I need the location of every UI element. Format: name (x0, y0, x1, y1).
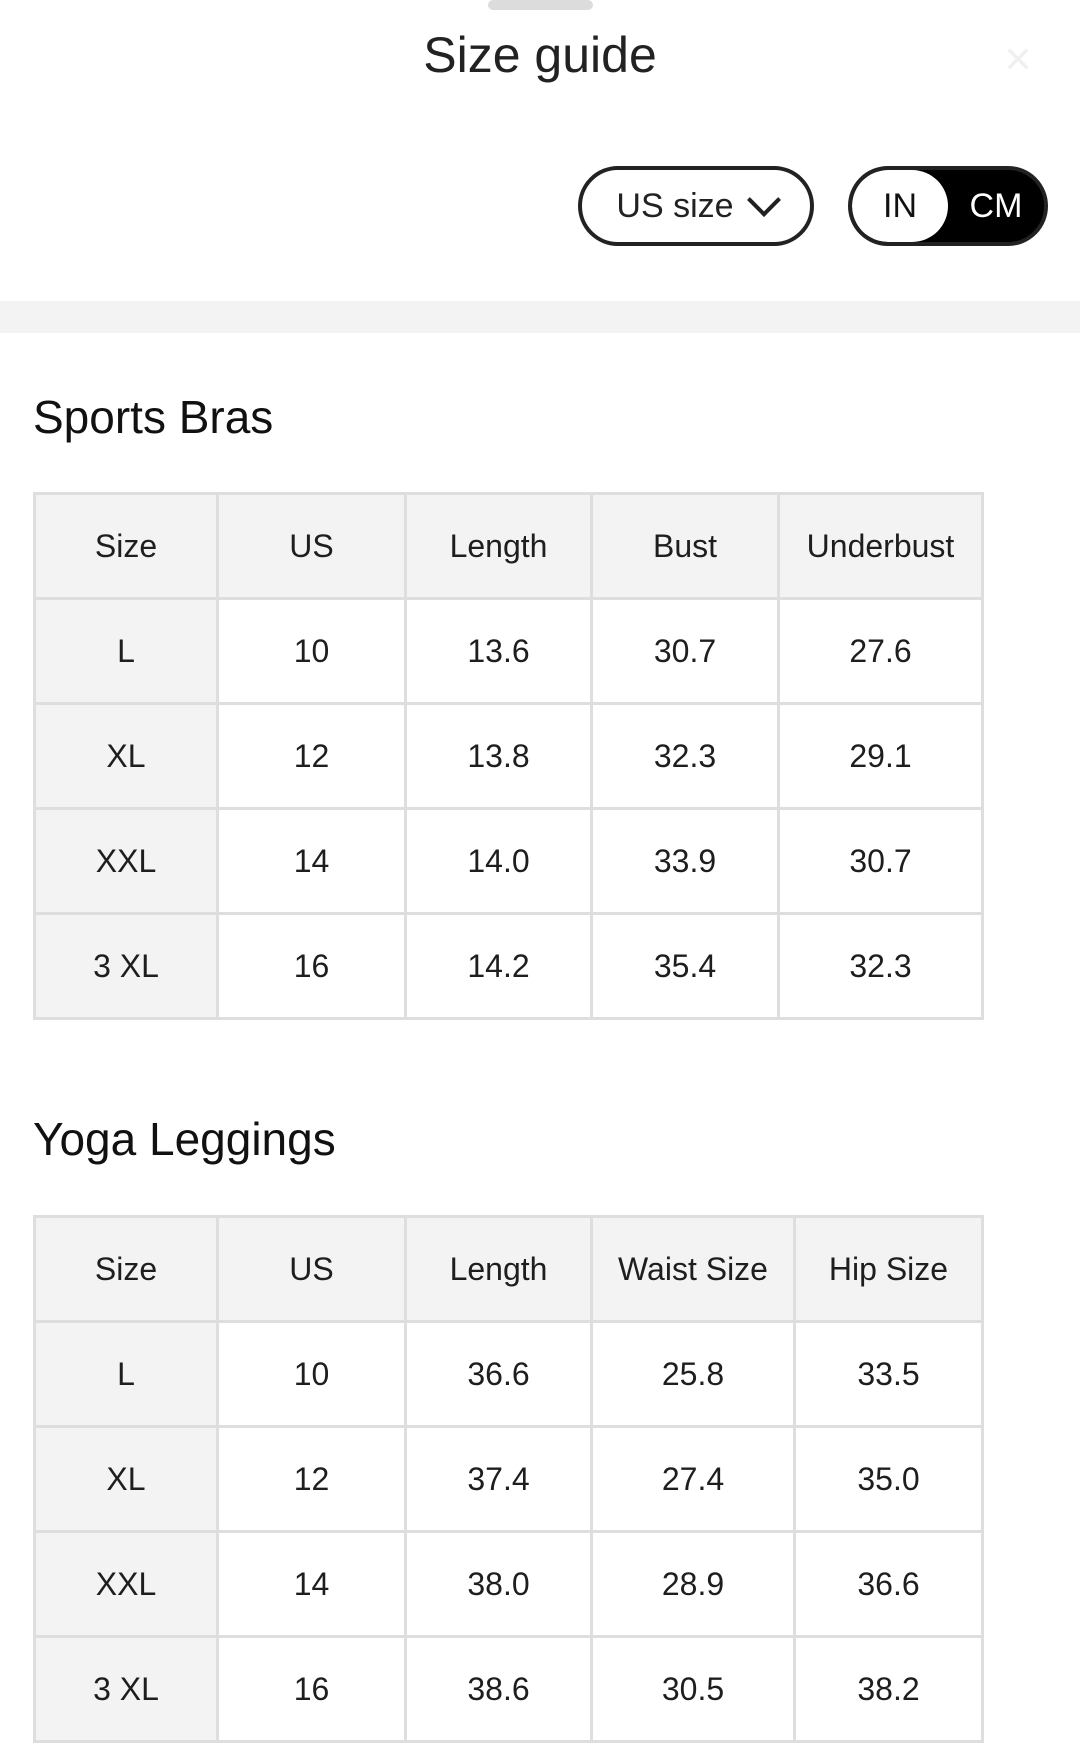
table-cell: 16 (216, 912, 407, 1020)
table-header-row: Size US Length Bust Underbust (33, 492, 984, 600)
table-cell: 13.8 (404, 702, 593, 810)
table-cell: 33.9 (590, 807, 780, 915)
table-row: L 10 13.6 30.7 27.6 (33, 597, 984, 705)
table-cell: 30.7 (777, 807, 984, 915)
table-cell: 3 XL (33, 1635, 219, 1743)
table-cell: 35.4 (590, 912, 780, 1020)
table-row: L 10 36.6 25.8 33.5 (33, 1320, 984, 1428)
table-cell: 12 (216, 1425, 407, 1533)
table-cell: 36.6 (793, 1530, 984, 1638)
table-cell: 27.6 (777, 597, 984, 705)
drag-handle[interactable] (488, 0, 593, 10)
section-title-sports-bras: Sports Bras (33, 391, 274, 443)
unit-option-cm[interactable]: CM (969, 186, 1023, 225)
size-system-label: US size (616, 186, 734, 225)
table-cell: 29.1 (777, 702, 984, 810)
table-cell: 16 (216, 1635, 407, 1743)
table-row: XL 12 13.8 32.3 29.1 (33, 702, 984, 810)
close-icon[interactable]: ✕ (1002, 39, 1034, 80)
table-row: 3 XL 16 14.2 35.4 32.3 (33, 912, 984, 1020)
table-cell: XL (33, 1425, 219, 1533)
yoga-leggings-size-table: Size US Length Waist Size Hip Size L 10 36.6 25.… (33, 1215, 984, 1743)
table-cell: 32.3 (777, 912, 984, 1020)
table-cell: 36.6 (404, 1320, 593, 1428)
column-header: US (216, 1215, 407, 1323)
table-cell: 14 (216, 1530, 407, 1638)
table-cell: 3 XL (33, 912, 219, 1020)
column-header: US (216, 492, 407, 600)
table-cell: 38.0 (404, 1530, 593, 1638)
column-header: Length (404, 1215, 593, 1323)
table-cell: L (33, 1320, 219, 1428)
size-system-dropdown[interactable]: US size (578, 166, 814, 246)
column-header: Size (33, 1215, 219, 1323)
table-cell: 35.0 (793, 1425, 984, 1533)
table-cell: 33.5 (793, 1320, 984, 1428)
unit-toggle[interactable]: IN CM (848, 166, 1048, 246)
table-cell: 38.6 (404, 1635, 593, 1743)
unit-option-in[interactable]: IN (852, 170, 948, 242)
column-header: Size (33, 492, 219, 600)
table-cell: XXL (33, 1530, 219, 1638)
table-cell: 28.9 (590, 1530, 796, 1638)
table-cell: XL (33, 702, 219, 810)
table-cell: 12 (216, 702, 407, 810)
divider (0, 301, 1080, 333)
table-row: 3 XL 16 38.6 30.5 38.2 (33, 1635, 984, 1743)
column-header: Waist Size (590, 1215, 796, 1323)
table-cell: L (33, 597, 219, 705)
table-cell: 32.3 (590, 702, 780, 810)
table-cell: 14 (216, 807, 407, 915)
page-title: Size guide (423, 27, 657, 83)
table-row: XXL 14 38.0 28.9 36.6 (33, 1530, 984, 1638)
table-cell: 37.4 (404, 1425, 593, 1533)
table-row: XL 12 37.4 27.4 35.0 (33, 1425, 984, 1533)
table-cell: 10 (216, 1320, 407, 1428)
table-header-row: Size US Length Waist Size Hip Size (33, 1215, 984, 1323)
table-cell: XXL (33, 807, 219, 915)
sports-bras-size-table: Size US Length Bust Underbust L 10 13.6 30.7 27.6… (33, 492, 984, 1020)
table-cell: 13.6 (404, 597, 593, 705)
table-cell: 30.5 (590, 1635, 796, 1743)
table-cell: 27.4 (590, 1425, 796, 1533)
section-title-yoga-leggings: Yoga Leggings (33, 1113, 336, 1165)
table-cell: 25.8 (590, 1320, 796, 1428)
chevron-down-icon (746, 183, 781, 217)
table-cell: 38.2 (793, 1635, 984, 1743)
table-cell: 30.7 (590, 597, 780, 705)
column-header: Underbust (777, 492, 984, 600)
table-row: XXL 14 14.0 33.9 30.7 (33, 807, 984, 915)
table-cell: 14.2 (404, 912, 593, 1020)
column-header: Bust (590, 492, 780, 600)
table-cell: 10 (216, 597, 407, 705)
table-cell: 14.0 (404, 807, 593, 915)
column-header: Hip Size (793, 1215, 984, 1323)
column-header: Length (404, 492, 593, 600)
